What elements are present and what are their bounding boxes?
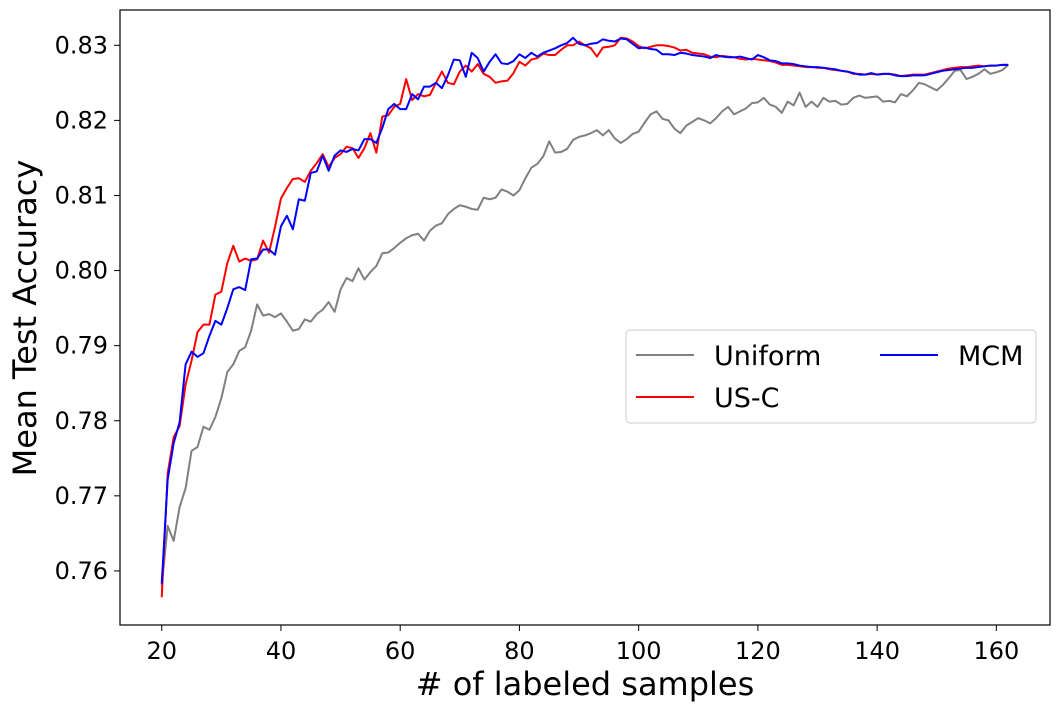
y-tick-label: 0.78 (55, 407, 108, 435)
legend: Uniform US-C MCM (625, 329, 1037, 424)
x-tick-label: 120 (735, 637, 781, 665)
x-axis-title: # of labeled samples (416, 665, 755, 703)
x-tick-label: 40 (266, 637, 297, 665)
y-tick-label: 0.83 (55, 31, 108, 59)
x-tick-label: 80 (504, 637, 535, 665)
legend-label-mcm: MCM (958, 341, 1023, 372)
legend-label-us-c: US-C (714, 383, 780, 414)
y-axis-title: Mean Test Accuracy (6, 160, 44, 477)
y-tick-label: 0.80 (55, 257, 108, 285)
y-tick-label: 0.81 (55, 181, 108, 209)
series-line-uniform (160, 64, 1009, 587)
legend-label-uniform: Uniform (714, 341, 821, 372)
x-axis: 20 40 60 80 100 120 140 160 (146, 625, 1019, 665)
y-tick-label: 0.77 (55, 482, 108, 510)
y-tick-label: 0.79 (55, 332, 108, 360)
plot-frame (119, 9, 1051, 626)
series-layer (160, 36, 1009, 598)
x-tick-label: 20 (146, 637, 177, 665)
x-tick-label: 100 (616, 637, 662, 665)
x-tick-label: 140 (854, 637, 900, 665)
x-tick-label: 160 (973, 637, 1019, 665)
x-tick-label: 60 (385, 637, 416, 665)
legend-box (625, 329, 1037, 424)
series-line-mcm (160, 36, 1009, 584)
y-axis: 0.76 0.77 0.78 0.79 0.80 0.81 0.82 0.83 (55, 31, 120, 585)
y-tick-label: 0.76 (55, 557, 108, 585)
y-tick-label: 0.82 (55, 106, 108, 134)
